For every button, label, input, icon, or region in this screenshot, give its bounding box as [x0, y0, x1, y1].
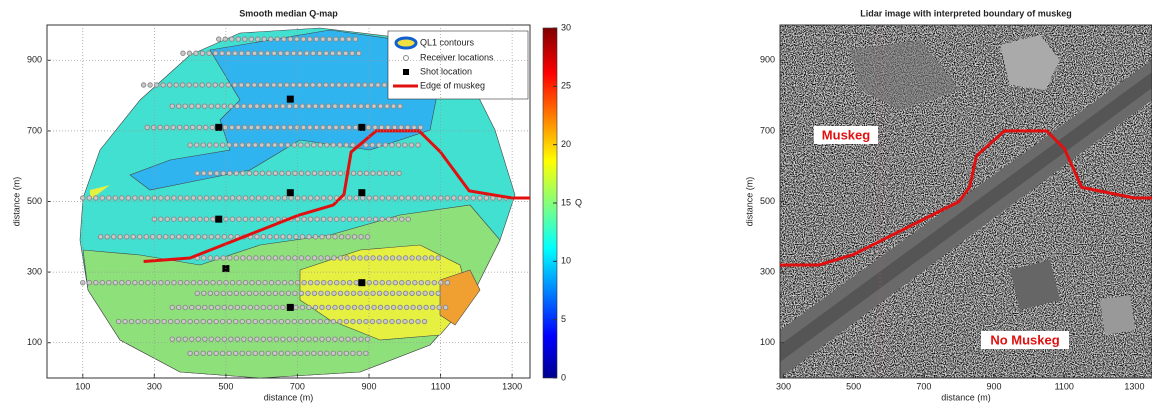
y-tick-label: 500	[27, 196, 42, 206]
shot-point	[286, 189, 294, 197]
colorbar-tick-label: 30	[561, 22, 571, 32]
colorbar-tick-label: 15	[561, 197, 571, 207]
x-tick-label: 1300	[1124, 381, 1144, 391]
x-tick-label: 1100	[431, 381, 450, 391]
shot-point	[358, 123, 366, 131]
y-tick-label: 100	[27, 337, 42, 347]
y-axis-label: distance (m)	[11, 177, 21, 227]
muskeg-edge	[143, 129, 530, 264]
legend-label: Receiver locations	[420, 52, 494, 62]
y-axis-label: distance (m)	[744, 177, 754, 227]
legend-label: Shot location	[420, 66, 472, 76]
lidar-image	[780, 25, 1152, 378]
legend-contour-icon	[394, 36, 418, 50]
legend-shot-icon	[403, 69, 409, 75]
colorbar-tick-label: 25	[561, 81, 571, 91]
legend-receiver-icon	[403, 55, 409, 61]
annotation-box	[814, 126, 878, 144]
y-tick-label: 500	[760, 196, 775, 206]
x-tick-label: 300	[776, 381, 791, 391]
y-tick-label: 700	[27, 125, 42, 135]
x-tick-label: 700	[916, 381, 931, 391]
colorbar-tick-label: 20	[561, 139, 571, 149]
annotation: Muskeg	[822, 127, 870, 142]
annotation: No Muskeg	[990, 332, 1059, 347]
y-tick-label: 300	[760, 266, 775, 276]
y-tick-label: 700	[760, 125, 775, 135]
chart-title: Lidar image with interpreted boundary of…	[860, 8, 1072, 18]
x-tick-label: 100	[75, 381, 90, 391]
x-tick-label: 300	[147, 381, 162, 391]
colorbar-tick-label: 5	[561, 314, 566, 324]
annotation-box	[981, 331, 1069, 349]
x-tick-label: 1100	[1055, 381, 1074, 391]
legend-label: QL1 contours	[420, 37, 475, 47]
legend: QL1 contours Receiver locations Shot loc…	[387, 30, 529, 100]
x-tick-label: 900	[987, 381, 1002, 391]
legend-label: Edge of muskeg	[420, 80, 485, 90]
y-tick-label: 900	[760, 55, 775, 65]
x-tick-label: 700	[290, 381, 305, 391]
y-tick-label: 900	[27, 55, 42, 65]
x-tick-label: 500	[846, 381, 861, 391]
y-tick-label: 100	[760, 337, 775, 347]
y-tick-label: 300	[27, 266, 42, 276]
shot-point	[286, 95, 294, 103]
muskeg-edge	[780, 129, 1152, 267]
shot-point	[286, 303, 294, 311]
colorbar-tick-label: 0	[561, 372, 566, 382]
colorbar-tick-label: 10	[561, 256, 571, 266]
x-axis-label: distance (m)	[264, 392, 314, 402]
x-tick-label: 900	[361, 381, 376, 391]
shot-point	[215, 215, 223, 223]
shot-point	[358, 189, 366, 197]
chart-title: Smooth median Q-map	[239, 8, 338, 18]
x-tick-label: 500	[218, 381, 233, 391]
x-axis-label: distance (m)	[941, 392, 991, 402]
shot-point	[358, 279, 366, 287]
shot-point	[215, 123, 223, 131]
x-tick-label: 1300	[502, 381, 522, 391]
colorbar-label: Q	[575, 197, 582, 207]
